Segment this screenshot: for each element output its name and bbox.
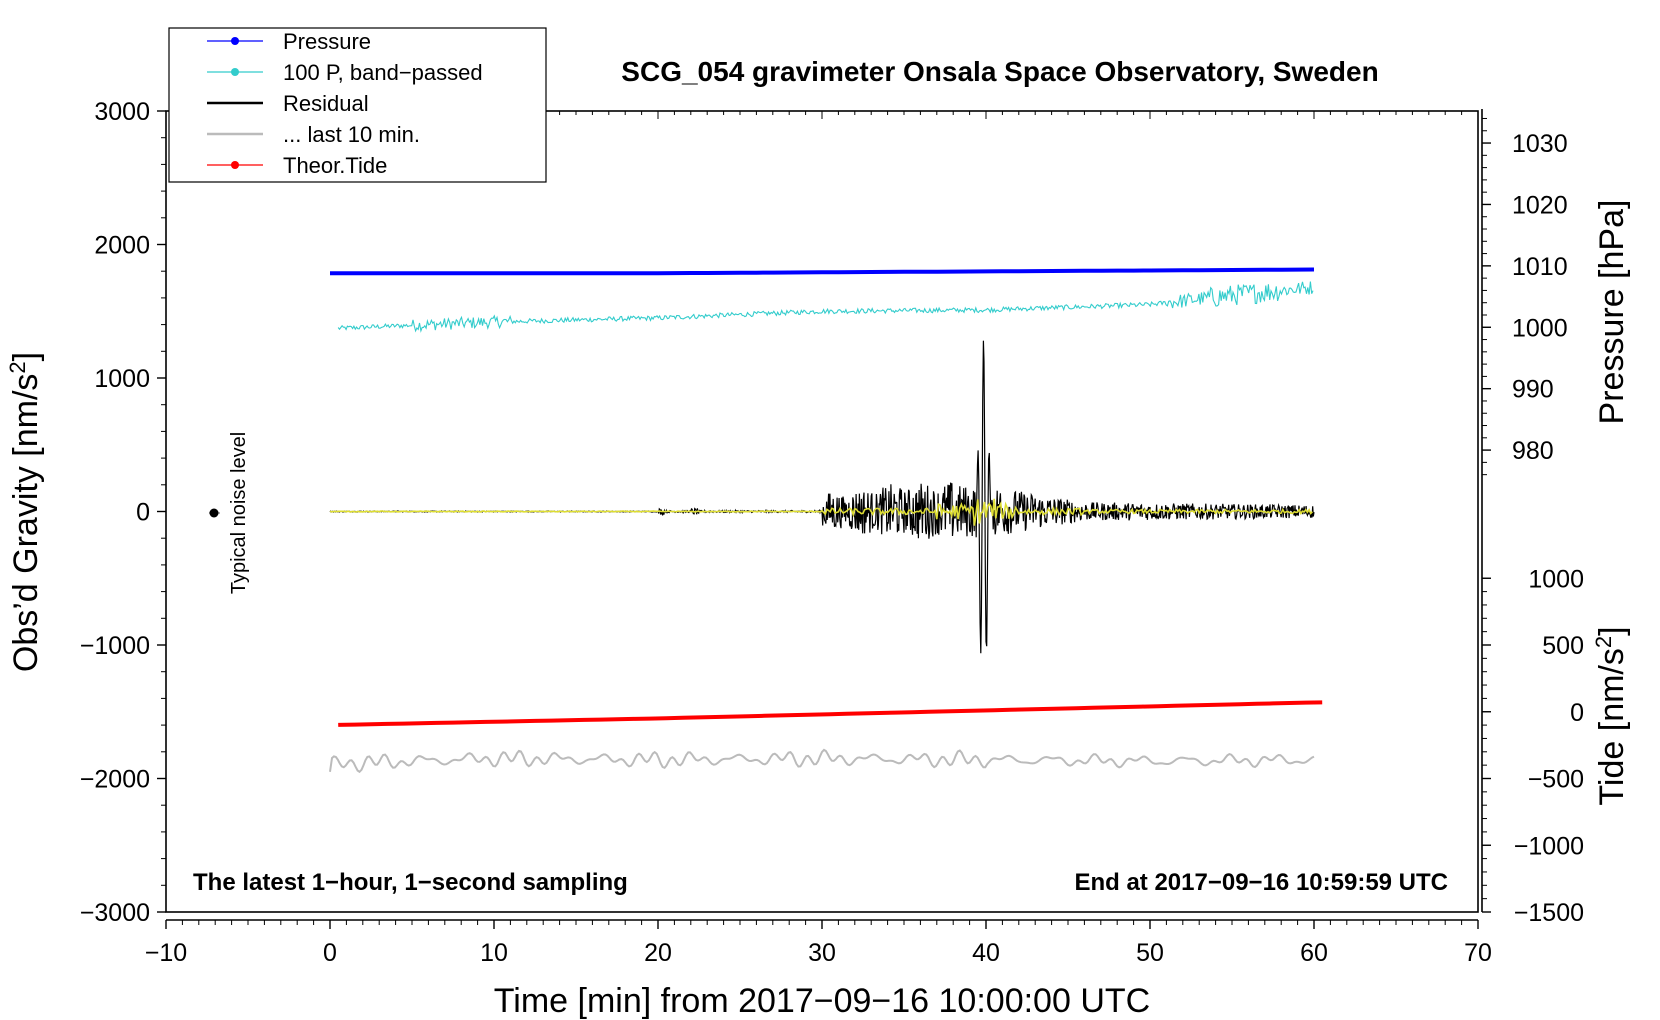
legend-marker (231, 68, 239, 76)
pressure-tick-label: 1010 (1512, 253, 1568, 281)
tide-tick-label: 500 (1542, 632, 1584, 660)
pressure-tick-label: 990 (1512, 376, 1554, 404)
tide-tick-label: 0 (1570, 699, 1584, 727)
pressure-tick-label: 1030 (1512, 130, 1568, 158)
series-residual (329, 340, 1315, 654)
noise-label: Typical noise level (228, 432, 250, 594)
x-tick-label: 70 (1464, 939, 1492, 967)
axes: −10 0 10 20 30 40 50 60 70−3000−2000−10000100020… (80, 98, 1584, 967)
series-theor-tide (338, 700, 1323, 727)
pressure-tick-label: 1000 (1512, 314, 1568, 342)
end-time-annotation: End at 2017−09−16 10:59:59 UTC (1074, 869, 1448, 896)
y-tick-label: −2000 (80, 766, 150, 794)
pressure-axis-label: Pressure [hPa] (1593, 200, 1631, 425)
series-100p-band-passed (337, 281, 1314, 333)
series-band-passed-residual (329, 498, 1313, 526)
tide-tick-label: −1500 (1514, 899, 1584, 927)
data-traces (329, 267, 1323, 774)
x-tick-label: 30 (808, 939, 836, 967)
series-pressure (330, 267, 1315, 276)
y-axis-label: Obs’d Gravity [nm/s2] (5, 352, 45, 672)
tide-tick-label: 1000 (1528, 565, 1584, 593)
x-tick-label: 50 (1136, 939, 1164, 967)
y-tick-label: 3000 (94, 98, 150, 126)
y-tick-label: 1000 (94, 365, 150, 393)
tide-tick-label: −500 (1528, 766, 1584, 794)
y-tick-label: −1000 (80, 632, 150, 660)
sampling-annotation: The latest 1−hour, 1−second sampling (193, 869, 628, 896)
legend-marker (231, 37, 239, 45)
legend-label: Pressure (283, 29, 371, 54)
x-tick-label: 60 (1300, 939, 1328, 967)
legend-label: ... last 10 min. (283, 122, 420, 147)
chart-title: SCG_054 gravimeter Onsala Space Observat… (621, 56, 1378, 87)
pressure-tick-label: 980 (1512, 437, 1554, 465)
y-tick-label: 0 (136, 499, 150, 527)
x-tick-label: 40 (972, 939, 1000, 967)
legend-label: 100 P, band−passed (283, 60, 483, 85)
x-tick-label: 0 (323, 939, 337, 967)
legend-box (168, 27, 547, 183)
legend-label: Residual (283, 91, 369, 116)
x-tick-label: −10 (145, 939, 187, 967)
legend: Pressure 100 P, band−passed Residual ... la… (168, 27, 547, 183)
legend-label: Theor.Tide (283, 153, 387, 178)
y-tick-label: −3000 (80, 899, 150, 927)
noise-dot (209, 508, 219, 518)
x-tick-label: 20 (644, 939, 672, 967)
y-tick-label: 2000 (94, 232, 150, 260)
x-tick-label: 10 (480, 939, 508, 967)
noise-marker: Typical noise level (209, 432, 250, 594)
tide-axis-label: Tide [nm/s2] (1591, 626, 1631, 805)
legend-marker (231, 161, 239, 169)
pressure-tick-label: 1020 (1512, 191, 1568, 219)
tide-tick-label: −1000 (1514, 832, 1584, 860)
series-last-10-min (329, 748, 1315, 774)
x-axis-label: Time [min] from 2017−09−16 10:00:00 UTC (494, 982, 1150, 1020)
